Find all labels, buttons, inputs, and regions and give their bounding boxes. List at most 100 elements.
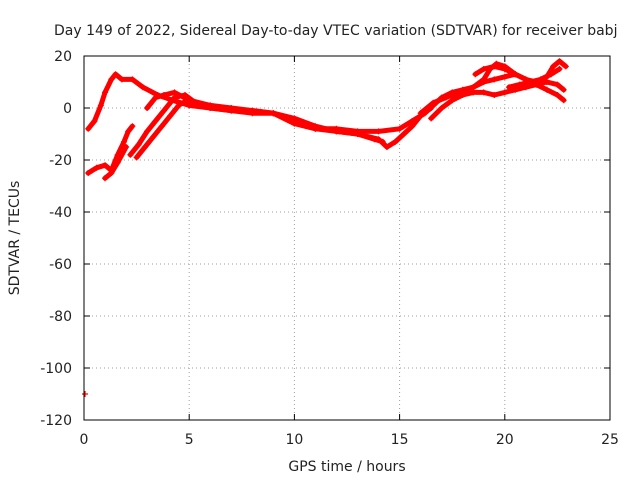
data-point [123, 144, 130, 150]
y-tick-label: -40 [49, 205, 72, 221]
y-axis-label: SDTVAR / TECUs [7, 181, 23, 296]
data-point [550, 63, 557, 70]
y-tick-label: 0 [63, 101, 72, 117]
data-point [392, 138, 399, 145]
data-point [455, 89, 462, 96]
data-point [512, 71, 519, 78]
data-point [428, 115, 435, 122]
data-point [142, 144, 149, 150]
axis-ticks [83, 55, 611, 421]
data-point [249, 107, 256, 114]
plot-frame [83, 55, 611, 421]
data-point [501, 73, 508, 80]
data-point [102, 162, 109, 169]
data-point [144, 128, 151, 135]
data-point [129, 76, 136, 83]
series-arc-3 [102, 144, 130, 182]
data-point [409, 123, 416, 130]
data-point [120, 138, 127, 145]
series-trace [144, 71, 518, 134]
data-point [102, 89, 109, 96]
data-point [470, 84, 477, 91]
data-point [158, 123, 165, 130]
y-tick-label: -60 [49, 257, 72, 273]
data-point [150, 133, 157, 140]
y-tick-label: -20 [49, 153, 72, 169]
data-point [228, 105, 235, 111]
series-outlier [82, 391, 89, 397]
x-tick-labels: 0 5 10 15 20 25 [80, 432, 619, 448]
data-point [167, 112, 174, 119]
data-point [560, 86, 567, 93]
x-tick-label: 25 [601, 432, 619, 448]
series-arc-6 [144, 71, 519, 135]
data-point [537, 76, 544, 83]
data-point [139, 84, 146, 91]
data-point [562, 63, 569, 70]
data-point [133, 154, 140, 161]
x-axis-label: GPS time / hours [288, 459, 405, 475]
series-arc-4 [127, 92, 435, 158]
data-point [354, 128, 361, 135]
data-point [129, 123, 136, 130]
data-point [430, 99, 437, 106]
data-point [93, 164, 100, 171]
data-point [186, 102, 193, 109]
data-point [375, 136, 382, 143]
data-point [152, 118, 159, 124]
data-point [527, 79, 534, 85]
data-point [501, 66, 508, 72]
data-point [186, 97, 193, 104]
data-point [125, 128, 132, 135]
x-tick-label: 5 [185, 432, 194, 448]
data-point [82, 391, 89, 397]
data-point [396, 125, 403, 132]
data-point [543, 79, 550, 85]
data-point [548, 71, 555, 78]
data-point [417, 110, 424, 117]
data-point [127, 151, 134, 158]
data-point [438, 105, 445, 111]
data-point [560, 97, 567, 104]
data-point [207, 102, 214, 109]
data-point [480, 76, 487, 83]
data-point [171, 94, 178, 101]
data-point [160, 107, 167, 114]
data-point [270, 110, 277, 117]
x-tick-label: 10 [285, 432, 303, 448]
data-point [112, 71, 119, 78]
data-point [144, 105, 151, 111]
series-arc-7 [428, 79, 567, 122]
data-point [175, 102, 182, 109]
data-point [409, 118, 416, 124]
data-point [480, 89, 487, 96]
data-point [333, 125, 340, 132]
data-point [556, 66, 563, 72]
y-tick-label: -80 [49, 309, 72, 325]
y-tick-labels: -120 -100 -80 -60 -40 -20 0 20 [40, 49, 72, 429]
data-point [383, 144, 390, 150]
series-arc-10 [506, 66, 563, 91]
series-trace [127, 92, 434, 158]
chart-title: Day 149 of 2022, Sidereal Day-to-day VTE… [54, 23, 617, 39]
data-point [472, 71, 479, 78]
data-point [91, 118, 98, 124]
data-point [491, 76, 498, 83]
data-point [135, 141, 142, 148]
series-arc-5 [133, 97, 191, 161]
data-point [160, 92, 167, 98]
data-point [108, 76, 115, 83]
data-point [506, 84, 513, 91]
data-point [556, 58, 563, 65]
data-point [171, 89, 178, 96]
data-point [480, 66, 487, 72]
data-point [108, 170, 115, 176]
data-point [442, 94, 449, 101]
data-point [400, 131, 407, 137]
data-point [470, 89, 477, 96]
y-tick-label: -100 [40, 361, 72, 377]
series-arc-2 [85, 123, 136, 176]
data-point [152, 94, 159, 101]
data-point [491, 92, 498, 98]
